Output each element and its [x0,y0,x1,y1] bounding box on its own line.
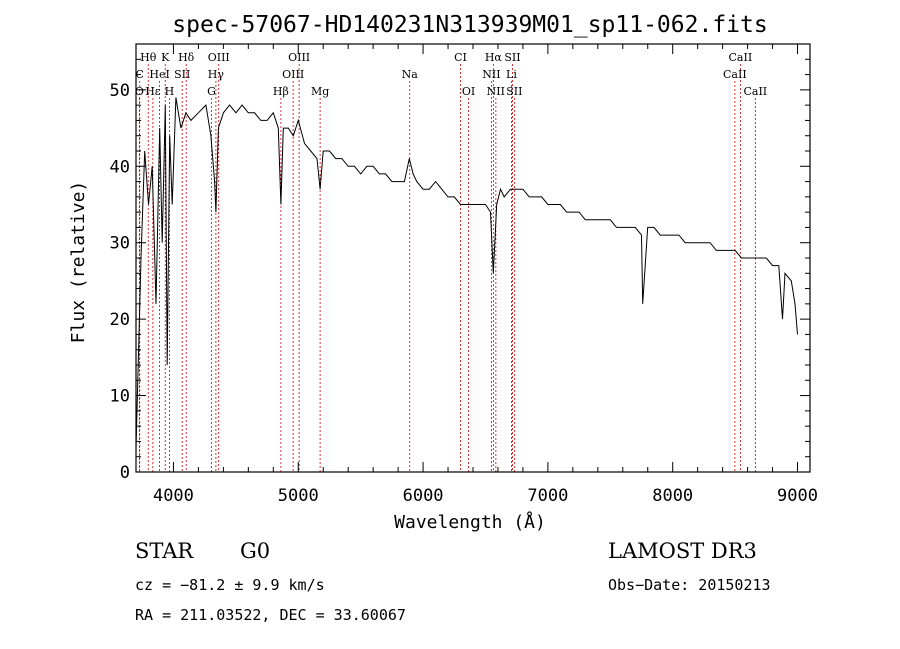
y-tick-label: 20 [110,310,130,330]
chart-title: spec-57067-HD140231N313939M01_sp11-062.f… [172,12,767,38]
line-label-23: Mg [311,85,329,98]
x-axis-label: Wavelength (Å) [394,511,546,533]
object-class: STAR [135,539,194,563]
survey-name: LAMOST DR3 [608,539,757,563]
line-label-14: Na [402,68,419,81]
line-label-15: NII [482,68,500,81]
flux-series-line [135,97,798,450]
line-label-27: CaII [743,85,767,98]
line-label-19: Hε [145,85,161,98]
line-label-22: Hβ [273,85,289,98]
line-label-0: Hθ [140,51,157,64]
line-label-6: Hα [485,51,503,64]
line-label-21: G [207,85,216,98]
line-label-25: NII [487,85,505,98]
line-label-24: OI [462,85,475,98]
y-axis-label: Flux (relative) [68,181,89,344]
line-label-12: Hγ [208,68,225,81]
x-tick-label: 5000 [278,486,319,506]
line-label-2: Hδ [178,51,195,64]
x-tick-label: 8000 [652,486,693,506]
line-label-4: OIII [288,51,310,64]
line-label-3: OIII [208,51,230,64]
x-tick-label: 4000 [153,486,194,506]
y-tick-label: 0 [120,463,130,483]
obs-date: Obs−Date: 20150213 [608,576,771,594]
line-label-1: K [161,51,170,64]
line-label-20: H [165,85,175,98]
line-label-10: HeI [149,68,169,81]
line-label-17: CaII [723,68,747,81]
redshift-cz: cz = −81.2 ± 9.9 km/s [135,576,325,594]
line-label-13: OIII [282,68,304,81]
line-label-11: SII [174,68,190,81]
y-tick-label: 10 [110,387,130,407]
line-label-26: SII [506,85,522,98]
line-label-16: Li [506,68,517,81]
coordinates: RA = 211.03522, DEC = 33.60067 [135,606,406,624]
line-label-8: CaII [729,51,753,64]
plot-frame [135,43,811,473]
axis-ticks: 4000 5000 6000 7000 8000 9000 0 10 20 30 40 50 [110,44,818,506]
x-tick-label: 7000 [527,486,568,506]
x-tick-label: 6000 [403,486,444,506]
x-tick-label: 9000 [777,486,818,506]
object-subclass: G0 [240,539,270,563]
line-label-18: O [135,85,144,98]
line-label-5: CI [454,51,467,64]
y-tick-label: 30 [110,234,130,254]
line-label-7: SII [504,51,520,64]
y-tick-label: 40 [110,157,130,177]
y-tick-label: 50 [110,81,130,101]
